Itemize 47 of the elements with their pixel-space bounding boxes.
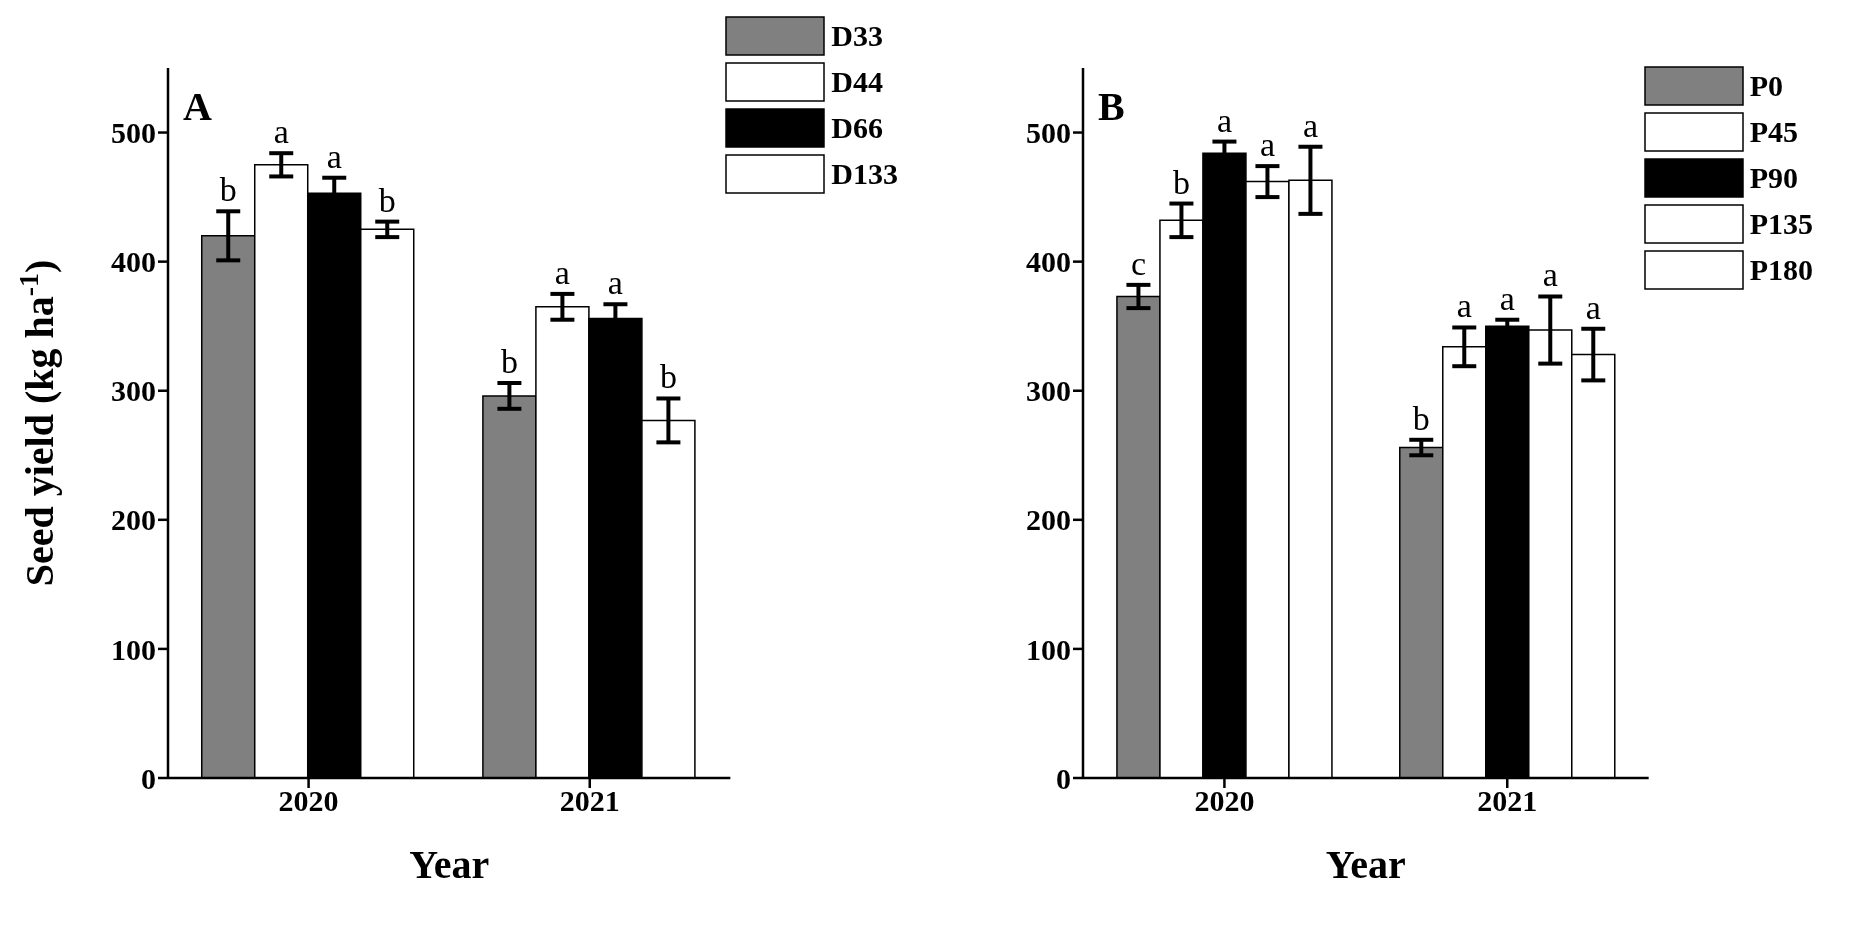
y-tick-label: 500 xyxy=(1026,116,1071,150)
legend-label: P180 xyxy=(1749,253,1813,287)
x-tick-label: 2020 xyxy=(278,784,339,818)
y-tick-label: 100 xyxy=(111,632,156,666)
data-label: a xyxy=(273,113,289,151)
x-tick-label: 2021 xyxy=(559,784,620,818)
legend-label: P90 xyxy=(1749,161,1798,195)
y-tick-label: 0 xyxy=(1056,761,1071,795)
data-label: a xyxy=(326,137,342,175)
data-label: a xyxy=(1302,106,1318,144)
data-label: a xyxy=(1456,287,1472,325)
data-label: b xyxy=(1172,163,1190,201)
legend-label: P45 xyxy=(1749,115,1798,149)
data-label: b xyxy=(500,342,518,380)
x-tick-label: 2020 xyxy=(1194,784,1255,818)
data-label: a xyxy=(1585,288,1601,326)
legend-label: D44 xyxy=(831,65,883,99)
data-label: a xyxy=(1542,256,1558,294)
y-tick-label: 300 xyxy=(1026,374,1071,408)
y-tick-label: 400 xyxy=(1026,245,1071,279)
legend-label: D66 xyxy=(831,111,883,145)
data-label: a xyxy=(1216,101,1232,139)
y-tick-label: 200 xyxy=(1026,503,1071,537)
legend-label: D33 xyxy=(831,19,883,53)
data-label: c xyxy=(1130,244,1146,282)
data-label: a xyxy=(1259,126,1275,164)
data-label: b xyxy=(1412,399,1430,437)
x-axis-title: Year xyxy=(409,842,490,887)
y-tick-label: 0 xyxy=(141,761,156,795)
legend-label: P0 xyxy=(1749,69,1783,103)
y-tick-label: 300 xyxy=(111,374,156,408)
y-tick-label: 500 xyxy=(111,116,156,150)
data-label: b xyxy=(378,181,396,219)
chart-title: B xyxy=(1098,83,1125,130)
chart-title: A xyxy=(183,83,212,130)
y-tick-label: 400 xyxy=(111,245,156,279)
x-tick-label: 2021 xyxy=(1477,784,1538,818)
y-tick-label: 100 xyxy=(1026,632,1071,666)
legend-label: D133 xyxy=(831,157,898,191)
data-label: a xyxy=(1499,279,1515,317)
x-axis-title: Year xyxy=(1325,842,1406,887)
data-label: a xyxy=(607,264,623,302)
y-tick-label: 200 xyxy=(111,503,156,537)
legend-label: P135 xyxy=(1749,207,1813,241)
data-label: b xyxy=(659,358,677,396)
data-label: a xyxy=(554,253,570,291)
data-label: b xyxy=(219,171,237,209)
